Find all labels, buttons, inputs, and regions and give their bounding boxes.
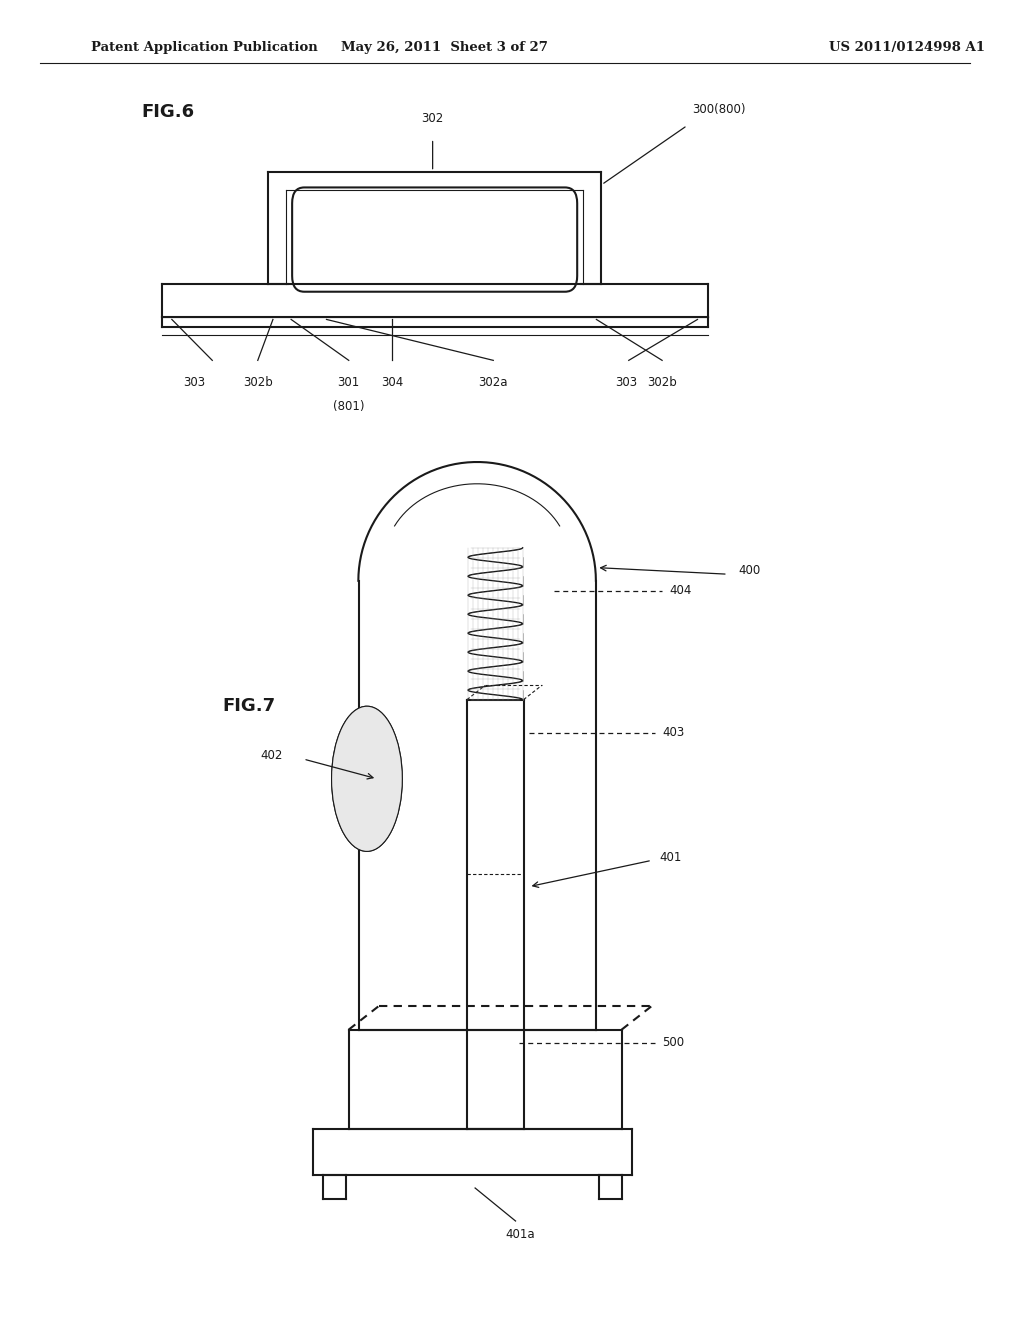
Text: 402: 402 (261, 748, 283, 762)
Text: 302a: 302a (478, 376, 508, 389)
Text: 404: 404 (669, 585, 691, 597)
Text: May 26, 2011  Sheet 3 of 27: May 26, 2011 Sheet 3 of 27 (341, 41, 548, 54)
Text: (801): (801) (333, 400, 365, 413)
Text: 400: 400 (738, 564, 760, 577)
Text: 302b: 302b (647, 376, 677, 389)
Text: 403: 403 (663, 726, 684, 739)
Text: FIG.6: FIG.6 (141, 103, 195, 121)
Text: 401a: 401a (506, 1228, 536, 1241)
Text: US 2011/0124998 A1: US 2011/0124998 A1 (828, 41, 985, 54)
Text: 304: 304 (381, 376, 403, 389)
Ellipse shape (332, 706, 402, 851)
Text: 300(800): 300(800) (692, 103, 745, 116)
Text: 500: 500 (663, 1036, 684, 1049)
Text: 401: 401 (659, 851, 681, 865)
Text: Patent Application Publication: Patent Application Publication (91, 41, 317, 54)
Text: 303: 303 (183, 376, 205, 389)
Text: 303: 303 (615, 376, 638, 389)
FancyBboxPatch shape (292, 187, 578, 292)
Text: 302: 302 (422, 112, 443, 125)
Text: 302b: 302b (243, 376, 272, 389)
Text: FIG.7: FIG.7 (222, 697, 275, 715)
Text: 301: 301 (338, 376, 359, 389)
